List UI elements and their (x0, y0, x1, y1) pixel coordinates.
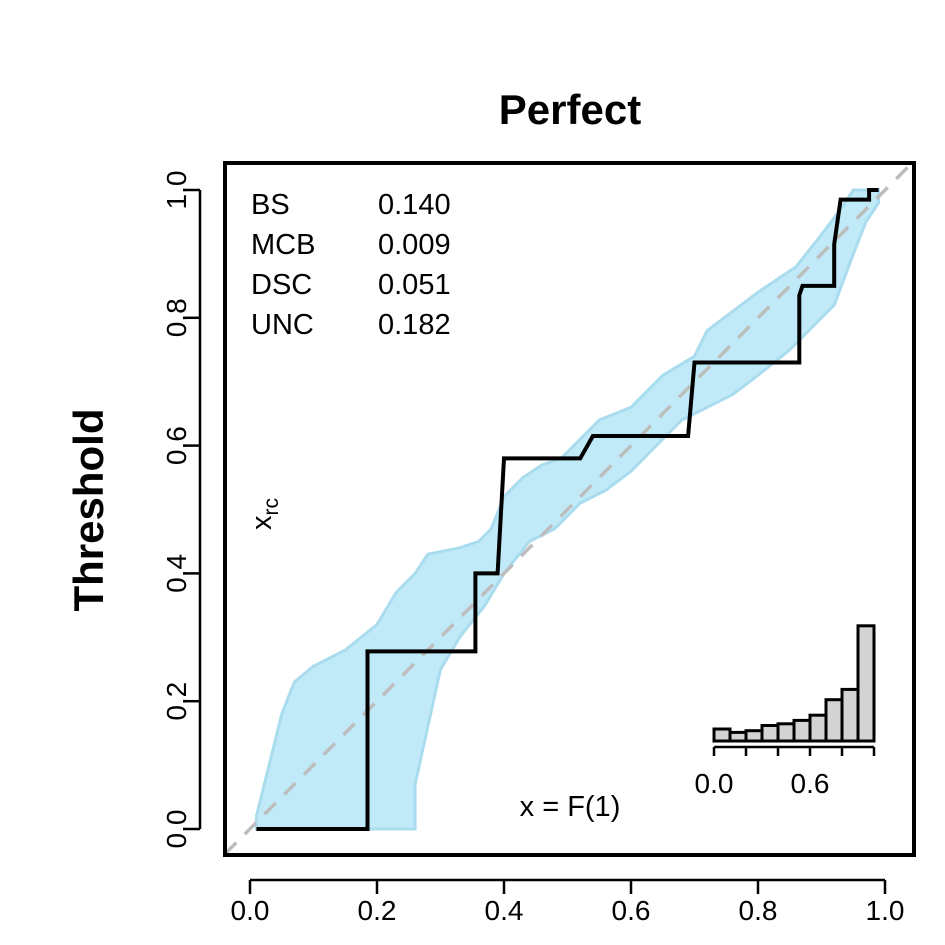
histogram-bar (744, 729, 764, 743)
stat-value: 0.140 (378, 189, 451, 221)
chart-title: Perfect (499, 86, 641, 133)
y-tick-label: 0.0 (161, 810, 192, 849)
inset-x-tick-label: 0.6 (791, 768, 830, 799)
x-tick-label: 0.0 (231, 895, 270, 926)
y-tick-label: 0.8 (161, 298, 192, 337)
stat-value: 0.051 (378, 269, 451, 301)
x-tick-label: 0.6 (612, 895, 651, 926)
stat-label: MCB (251, 229, 315, 261)
plot-frame (223, 161, 916, 857)
histogram-bar (824, 698, 844, 743)
stat-value: 0.182 (378, 309, 451, 341)
x-tick-label: 0.2 (358, 895, 397, 926)
stat-label: DSC (251, 269, 312, 301)
histogram-bar (840, 687, 860, 743)
curve-label-subscript: rc (260, 498, 283, 516)
stat-label: BS (251, 189, 290, 221)
inset-x-tick-label: 0.0 (695, 768, 734, 799)
x-tick-label: 0.4 (485, 895, 524, 926)
y-tick-label: 1.0 (161, 171, 192, 210)
y-tick-label: 0.2 (161, 682, 192, 721)
histogram-bar (792, 718, 812, 743)
stat-label: UNC (251, 309, 314, 341)
y-tick-label: 0.4 (161, 554, 192, 593)
histogram-bar (776, 722, 796, 743)
histogram-bar (808, 713, 828, 743)
plot-area (223, 163, 912, 856)
axes: 0.0 0.2 0.4 0.6 0.8 1.0 0.0 0.2 0.4 0.6 0.8 1.0 (161, 171, 904, 926)
histogram-bar (728, 730, 748, 743)
inset-histogram: 0.0 0.6 (695, 624, 876, 799)
histogram-bar (712, 727, 732, 743)
x-tick-label: 0.8 (739, 895, 778, 926)
equation-label: x = F(1) (520, 791, 621, 823)
histogram-bar (856, 624, 876, 743)
diagonal-reference-line (223, 163, 912, 856)
curve-label: xrc (246, 498, 283, 530)
histogram-bar (760, 724, 780, 743)
y-axis-label: Threshold (65, 408, 112, 611)
y-tick-label: 0.6 (161, 426, 192, 465)
curve-label-main: x (246, 515, 278, 530)
calibration-step-line (256, 188, 879, 831)
stat-value: 0.009 (378, 229, 451, 261)
annotations: BS 0.140 MCB 0.009 DSC 0.051 UNC 0.182 xrc x = F(… (246, 189, 620, 823)
x-tick-label: 1.0 (866, 895, 905, 926)
